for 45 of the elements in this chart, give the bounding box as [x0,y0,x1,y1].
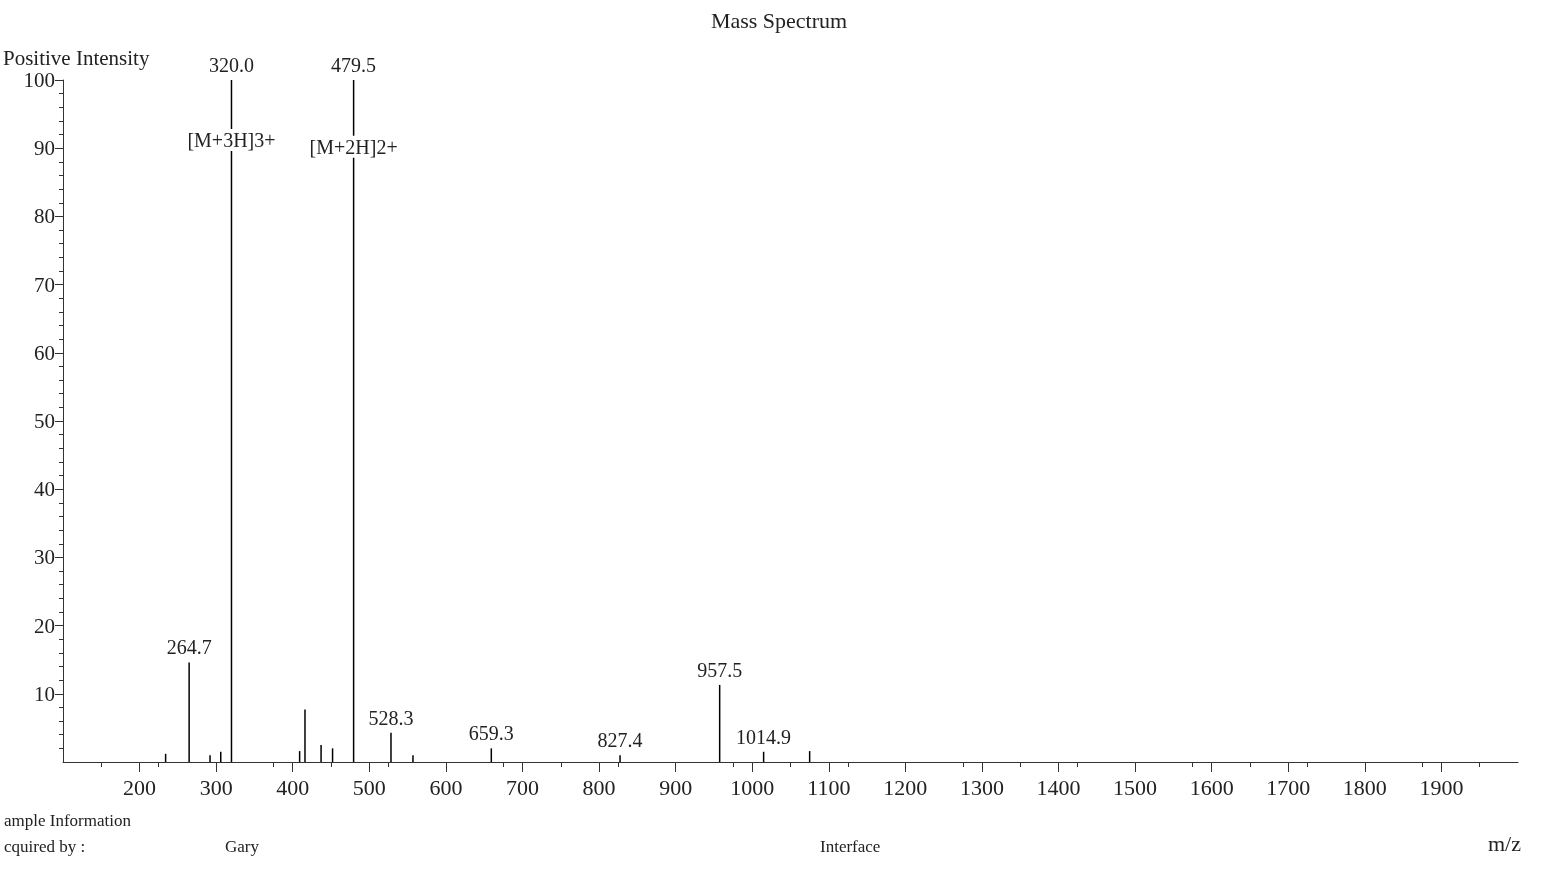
chart-title: Mass Spectrum [710,7,848,33]
y-tick-label: 70 [34,272,55,297]
annotation: 1014.9 [736,725,792,748]
x-tick-label: 800 [582,774,616,800]
x-tick-label: 700 [505,774,539,800]
annotation: 479.5 [331,54,377,76]
y-tick-label: 80 [34,204,55,229]
x-tick-label: 1400 [1036,774,1081,800]
x-tick-label: 1200 [883,774,928,800]
x-tick-label: 500 [352,774,386,800]
text: Gary [225,837,260,856]
y-tick-label: 20 [34,613,55,638]
y-tick-label: 30 [34,545,55,570]
annotation: 659.3 [468,722,514,745]
y-tick-label: 10 [34,681,55,706]
y-axis-title: Positive Intensity [3,45,150,70]
x-tick-label: 900 [659,774,693,800]
x-tick-label: 1600 [1189,774,1234,800]
text: cquired by : [4,837,86,856]
annotation: 827.4 [597,729,643,752]
x-tick-label: 1000 [730,774,775,800]
annotation: 957.5 [697,658,743,681]
x-tick-label: 1800 [1342,774,1387,800]
x-tick-label: 200 [123,774,157,800]
x-tick-label: 600 [429,774,463,800]
x-tick-label: 400 [276,774,310,800]
annotation: [M+2H]2+ [309,135,398,158]
text: Interface [820,837,881,856]
annotation: 528.3 [368,706,414,729]
annotation: 320.0 [208,54,254,76]
annotation: 264.7 [166,636,212,659]
y-tick-label: 90 [34,136,55,161]
y-tick-label: 100 [23,68,55,92]
annotation: [M+3H]3+ [187,129,276,152]
y-tick-label: 50 [34,409,55,433]
x-axis-title: m/z [1488,830,1522,856]
y-tick-label: 40 [34,477,55,502]
x-tick-label: 1500 [1113,774,1158,800]
x-tick-label: 1900 [1419,774,1464,800]
x-tick-label: 1100 [807,774,851,800]
text: ample Information [4,811,132,830]
x-tick-label: 300 [199,774,233,800]
y-tick-label: 60 [34,340,55,365]
x-tick-label: 1700 [1266,774,1311,800]
x-tick-label: 1300 [959,774,1004,800]
